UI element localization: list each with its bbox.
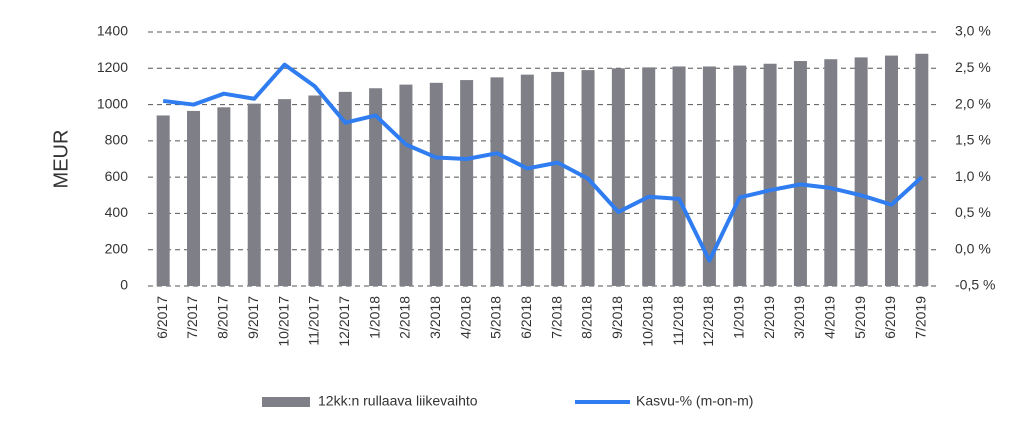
y-tick-label: 600: [105, 168, 129, 184]
x-tick-label: 7/2018: [548, 296, 564, 339]
bar: [884, 55, 898, 287]
x-tick-label: 6/2019: [882, 296, 898, 339]
y-axis-label: MEUR: [50, 130, 72, 189]
bar: [551, 71, 565, 287]
x-tick-label: 11/2018: [670, 296, 686, 346]
y-tick-label: 200: [105, 240, 129, 256]
x-tick-label: 9/2018: [609, 296, 625, 339]
line: [162, 62, 924, 263]
y2-tick-label: 1,0 %: [955, 168, 991, 184]
x-tick-label: 11/2017: [306, 296, 322, 346]
bar: [278, 99, 292, 286]
x-tick-label: 7/2017: [184, 296, 200, 339]
y2-tick-label: -0,5 %: [955, 277, 995, 293]
x-tick-label: 1/2018: [366, 296, 382, 339]
x-tick-label: 7/2019: [913, 296, 929, 339]
bar: [520, 74, 534, 286]
x-tick-label: 4/2018: [457, 296, 473, 339]
y2-tick-label: 2,0 %: [955, 95, 991, 111]
bar: [915, 53, 929, 287]
x-tick-label: 8/2017: [215, 296, 231, 339]
x-tick-label: 10/2018: [639, 296, 655, 347]
legend-label: Kasvu-% (m-on-m): [636, 393, 753, 409]
bar: [611, 68, 625, 287]
y-tick-label: 400: [105, 204, 129, 220]
x-tick-label: 8/2018: [579, 296, 595, 339]
bar: [399, 84, 413, 286]
bar: [429, 82, 443, 286]
x-tick-label: 4/2019: [821, 296, 837, 339]
y2-tick-label: 2,5 %: [955, 59, 991, 75]
y-tick-label: 1400: [97, 23, 128, 39]
bar: [247, 103, 261, 287]
x-tick-label: 2/2019: [761, 296, 777, 339]
bar: [733, 65, 747, 286]
bar: [824, 59, 838, 286]
y-tick-label: 0: [120, 277, 128, 293]
x-tick-label: 9/2017: [245, 296, 261, 339]
bar: [702, 66, 716, 286]
y-tick-label: 800: [105, 132, 129, 148]
x-tick-label: 3/2019: [791, 296, 807, 339]
x-tick-label: 1/2019: [730, 296, 746, 339]
legend-swatch: [262, 397, 310, 407]
y-tick-label: 1200: [97, 59, 128, 75]
x-tick-label: 3/2018: [427, 296, 443, 339]
bar: [490, 77, 504, 286]
y2-tick-label: 1,5 %: [955, 132, 991, 148]
bar: [642, 67, 656, 286]
bar: [672, 66, 686, 286]
y-tick-label: 1000: [97, 95, 128, 111]
bar: [338, 91, 352, 286]
x-tick-label: 2/2018: [397, 296, 413, 339]
bar: [763, 63, 777, 286]
bar: [793, 61, 807, 287]
x-tick-label: 10/2017: [275, 296, 291, 347]
x-tick-label: 12/2018: [700, 296, 716, 347]
bar: [369, 88, 383, 286]
bar: [156, 115, 170, 286]
x-tick-label: 6/2017: [154, 296, 170, 339]
legend-label: 12kk:n rullaava liikevaihto: [318, 393, 478, 409]
x-tick-label: 5/2019: [852, 296, 868, 339]
x-tick-label: 12/2017: [336, 296, 352, 347]
bar: [854, 57, 868, 287]
x-tick-label: 5/2018: [488, 296, 504, 339]
y2-tick-label: 0,5 %: [955, 204, 991, 220]
y2-tick-label: 0,0 %: [955, 240, 991, 256]
bar: [460, 80, 474, 286]
y2-tick-label: 3,0 %: [955, 23, 991, 39]
x-tick-label: 6/2018: [518, 296, 534, 339]
bar: [308, 95, 322, 286]
bar: [187, 110, 201, 287]
bar: [217, 107, 231, 287]
